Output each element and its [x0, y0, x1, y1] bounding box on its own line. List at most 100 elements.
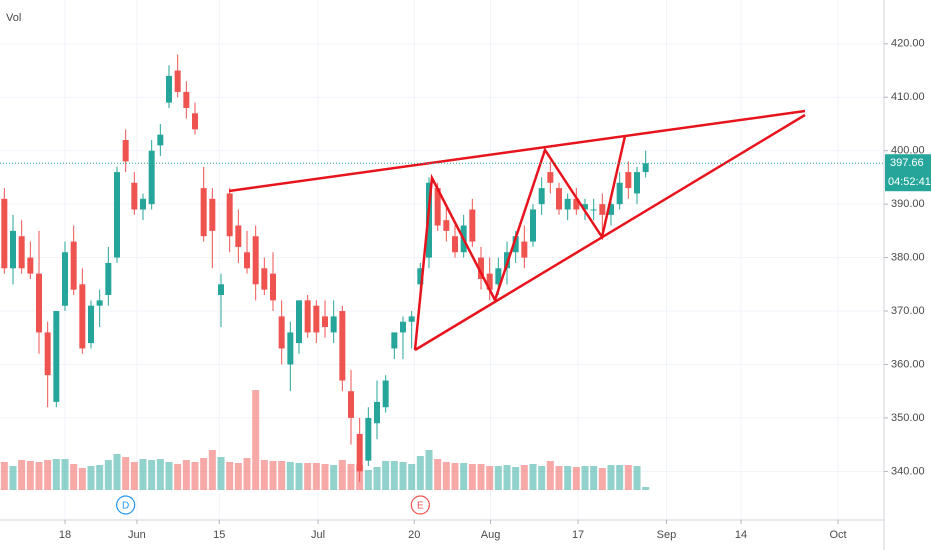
volume-bar	[52, 459, 60, 490]
volume-bar	[243, 458, 251, 490]
candle-body	[356, 433, 363, 472]
candle-body	[1, 198, 8, 269]
x-tick-label: Sep	[657, 529, 677, 541]
candle-body	[365, 417, 372, 461]
volume-bar	[26, 461, 34, 490]
y-tick-label: 360.00	[891, 358, 925, 370]
volume-bar	[87, 466, 95, 490]
candle-body	[235, 225, 242, 247]
upper-trendline	[228, 109, 806, 193]
volume-bar	[607, 465, 615, 490]
candle-body	[322, 316, 328, 328]
candle-body	[44, 332, 51, 376]
volume-bar	[581, 466, 589, 490]
volume-bar	[442, 462, 450, 490]
candle-body	[634, 172, 640, 194]
candle-body	[313, 305, 320, 333]
candle-body	[538, 188, 545, 205]
x-tick-label: 14	[735, 529, 747, 541]
candle-body	[582, 204, 588, 210]
candle-body	[547, 172, 554, 183]
candle-body	[157, 134, 164, 146]
candle-body	[131, 182, 138, 210]
volume-bar	[642, 487, 650, 490]
candle-body	[608, 204, 614, 215]
event-marker	[410, 495, 430, 515]
x-tick-label: 20	[408, 529, 420, 541]
candle-body	[573, 198, 580, 210]
volume-bar	[538, 466, 546, 490]
volume-bar	[35, 462, 43, 490]
candle-body	[218, 284, 224, 296]
zigzag	[413, 135, 627, 351]
volume-bar	[200, 458, 208, 490]
volume-bar	[624, 465, 632, 490]
x-tick-label: Aug	[481, 529, 501, 541]
volume-bar	[399, 462, 407, 490]
candle-body	[625, 172, 632, 189]
volume-bar	[278, 461, 286, 490]
candle-body	[599, 204, 606, 215]
volume-bar	[503, 465, 511, 490]
candle-body	[114, 172, 120, 258]
volume-bar	[234, 463, 242, 490]
volume-bar	[156, 459, 164, 490]
candle-body	[226, 193, 233, 237]
volume-bar	[61, 459, 69, 490]
volume-bar	[70, 464, 78, 490]
candle-body	[183, 91, 190, 108]
volume-bar	[546, 461, 554, 490]
candle-body	[122, 140, 129, 162]
volume-bar	[598, 468, 606, 490]
candle-body	[382, 380, 389, 408]
candle-body	[642, 163, 649, 173]
volume-bar	[616, 465, 624, 490]
candle-body	[88, 305, 94, 344]
volume-bar	[477, 464, 485, 490]
y-tick-label: 390.00	[891, 198, 925, 210]
volume-bar	[165, 462, 173, 490]
x-tick-label: 15	[213, 529, 225, 541]
volume-bar	[347, 464, 355, 490]
candle-body	[105, 262, 112, 296]
volume-bar	[434, 459, 442, 490]
volume-bar	[312, 463, 320, 490]
candle-body	[434, 188, 441, 226]
candle-body	[296, 300, 302, 344]
lower-trendline	[414, 113, 806, 352]
y-tick-label: 380.00	[891, 252, 925, 264]
volume-bar	[572, 467, 580, 490]
candle-body	[96, 300, 103, 306]
candle-body	[79, 284, 86, 349]
candle-body	[140, 198, 146, 210]
candle-body	[270, 273, 276, 301]
volume-bar	[460, 463, 468, 490]
candle-body	[148, 150, 155, 205]
candle-body	[408, 316, 415, 322]
event-label: E	[417, 501, 424, 512]
volume-bar	[364, 470, 372, 490]
volume-bar	[382, 461, 390, 490]
volume-bar	[44, 460, 52, 490]
candle-body	[556, 188, 562, 210]
candle-body	[391, 332, 398, 349]
candle-body	[348, 391, 354, 418]
volume-bar	[18, 460, 26, 490]
candle-body	[174, 70, 181, 92]
candle-body	[304, 300, 311, 333]
volume-bar	[96, 465, 104, 490]
volume-bar	[295, 463, 303, 490]
volume-bar	[390, 461, 398, 490]
event-label: D	[122, 501, 129, 512]
countdown-label: 04:52:41	[888, 176, 931, 188]
candle-body	[36, 273, 42, 333]
last-price-label: 397.66	[890, 157, 924, 169]
volume-bar	[113, 454, 121, 490]
volume-bar	[286, 462, 294, 490]
event-marker	[116, 495, 136, 515]
volume-bar	[373, 467, 381, 490]
volume-bar	[208, 450, 216, 490]
candle-body	[452, 236, 458, 253]
candle-body	[590, 209, 597, 211]
volume-bar	[451, 463, 459, 490]
